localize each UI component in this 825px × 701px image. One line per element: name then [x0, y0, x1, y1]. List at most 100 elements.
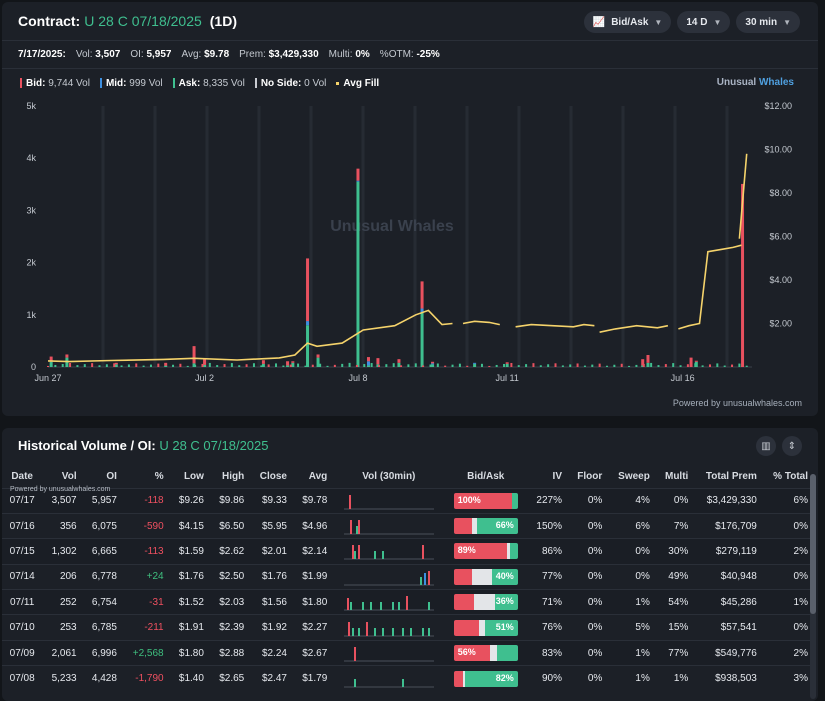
cell-oi: 6,785 — [91, 622, 117, 634]
mini-bar — [357, 627, 360, 636]
cell-close: $9.33 — [261, 495, 287, 507]
column-header[interactable]: Vol — [61, 471, 77, 483]
volume-bar-small — [664, 364, 667, 367]
column-header[interactable]: Vol (30min) — [362, 471, 416, 483]
mini-bar — [373, 551, 376, 560]
column-header[interactable]: Floor — [577, 471, 603, 483]
cell-multi: 7% — [673, 520, 689, 532]
avg-fill-line — [515, 323, 595, 328]
y-left-tick: 3k — [26, 205, 36, 215]
legend-swatch — [20, 78, 22, 89]
y-right-tick: $12.00 — [764, 101, 792, 111]
volume-bar-small — [708, 364, 711, 367]
cell-floor: 0% — [587, 520, 603, 532]
mini-bar — [348, 494, 351, 509]
volume-bar-small — [480, 363, 483, 367]
volume-bar-small — [583, 365, 586, 367]
mini-bar — [391, 602, 394, 611]
column-header[interactable]: % — [154, 471, 164, 483]
column-header[interactable]: Avg — [308, 471, 328, 483]
range-label: 14 D — [686, 16, 708, 28]
volume-bar-small — [642, 363, 645, 367]
volume-bar-ask — [286, 365, 290, 367]
contract-header: Contract: U 28 C 07/18/2025 (1D) — [18, 13, 237, 29]
table-row[interactable]: 07/09 2,061 6,996 +2,568 $1.80 $2.88 $2.24 $2.6… — [2, 640, 814, 666]
table-scrollbar[interactable] — [810, 474, 816, 699]
table-row[interactable]: 07/14 206 6,778 +24 $1.76 $2.50 $1.76 $1.99 40% 7… — [2, 564, 814, 589]
cell-prem: $57,541 — [720, 622, 757, 634]
column-header[interactable]: IV — [552, 471, 562, 483]
cell-ptot: 1% — [793, 596, 808, 608]
column-header[interactable]: Multi — [664, 471, 689, 483]
bid-ask-dropdown[interactable]: 📈 Bid/Ask ▼ — [583, 11, 672, 33]
powered-by: Powered by unusualwhales.com — [672, 398, 802, 408]
column-header[interactable]: High — [222, 471, 245, 483]
volume-bar-small — [679, 365, 682, 367]
volume-bar-small — [510, 362, 513, 367]
range-dropdown[interactable]: 14 D ▼ — [677, 11, 731, 33]
column-header[interactable]: % Total — [773, 471, 808, 483]
volume-bar-small — [172, 364, 175, 367]
mini-bar — [419, 576, 422, 585]
cell-date: 07/11 — [10, 596, 35, 608]
volume-bar-small — [539, 365, 542, 367]
columns-icon[interactable]: ▥ — [756, 436, 776, 456]
y-right-tick: $4.00 — [769, 275, 792, 285]
bid-ask-bar: 100% — [444, 488, 527, 513]
column-header[interactable]: Total Prem — [705, 471, 757, 483]
cell-date: 07/14 — [9, 571, 35, 583]
legend-item: No Side: 0 Vol — [254, 78, 326, 89]
bid-ask-bar: 82% — [444, 666, 527, 691]
cell-sweep: 6% — [635, 520, 650, 532]
volume-bar-small — [297, 363, 300, 367]
table-row[interactable]: 07/08 5,233 4,428 -1,790 $1.40 $2.65 $2.47 $1.7… — [2, 665, 814, 691]
cell-pct: -31 — [149, 596, 164, 608]
bid-ask-bar: 89% — [444, 539, 527, 564]
column-header[interactable]: Close — [259, 471, 287, 483]
volume-bar-bid — [203, 358, 207, 365]
column-header[interactable]: Date — [11, 471, 33, 483]
table-row[interactable]: 07/16 356 6,075 -590 $4.15 $6.50 $5.95 $4.96 66%… — [2, 513, 814, 538]
table-row[interactable]: 07/17 3,507 5,957 -118 $9.26 $9.86 $9.33 $9.78 1… — [2, 488, 814, 514]
column-header[interactable]: OI — [106, 471, 117, 483]
column-header[interactable]: Bid/Ask — [467, 471, 505, 483]
table-header: Date Vol OI% Low High Close Avg Vol (30min) Bid/… — [2, 466, 814, 488]
volume-bar-small — [503, 363, 506, 367]
cell-low: $1.59 — [178, 545, 204, 557]
cell-date: 07/15 — [9, 545, 35, 557]
cell-iv: 86% — [541, 545, 562, 557]
cell-floor: 0% — [587, 571, 603, 583]
mini-bar — [351, 545, 354, 560]
bid-ask-bar: 56% — [444, 640, 527, 665]
mini-bar — [349, 602, 352, 611]
table-row[interactable]: 07/10 253 6,785 -211 $1.91 $2.39 $1.92 $2.27 51%… — [2, 614, 814, 640]
cell-avg: $2.14 — [302, 545, 328, 557]
cell-prem: $279,119 — [715, 545, 757, 557]
cell-avg: $9.78 — [302, 495, 328, 507]
table-row[interactable]: 07/15 1,302 6,665 -113 $1.59 $2.62 $2.01 $2.14 8… — [2, 538, 814, 565]
volume-bar-mid — [306, 321, 310, 326]
volume-bar-bid — [114, 362, 118, 365]
column-header[interactable]: Sweep — [618, 471, 650, 483]
sort-icon[interactable]: ⇕ — [782, 436, 802, 456]
volume-bar-bid — [741, 183, 745, 367]
cell-vol: 252 — [59, 596, 77, 608]
column-header[interactable]: Low — [183, 471, 204, 483]
volume-bar-small — [105, 364, 108, 367]
cell-ptot: 2% — [793, 647, 808, 659]
mini-bar — [353, 678, 356, 687]
cell-prem: $549,776 — [715, 647, 757, 659]
x-tick: Jul 2 — [195, 373, 214, 383]
interval-dropdown[interactable]: 30 min ▼ — [736, 11, 800, 33]
mini-volume-chart — [333, 590, 444, 615]
cell-floor: 0% — [587, 495, 603, 507]
scrollbar-thumb[interactable] — [810, 474, 816, 614]
stat-prem: Prem: $3,429,330 — [239, 49, 319, 60]
cell-floor: 0% — [587, 596, 603, 608]
cell-sweep: 1% — [635, 647, 650, 659]
table-row[interactable]: 07/11 252 6,754 -31 $1.52 $2.03 $1.56 $1.80 36% 7… — [2, 589, 814, 615]
cell-iv: 150% — [536, 520, 562, 532]
stat-vol: Vol: 3,507 — [75, 49, 121, 60]
cell-low: $1.40 — [178, 673, 204, 685]
volume-bar-small — [525, 364, 528, 367]
